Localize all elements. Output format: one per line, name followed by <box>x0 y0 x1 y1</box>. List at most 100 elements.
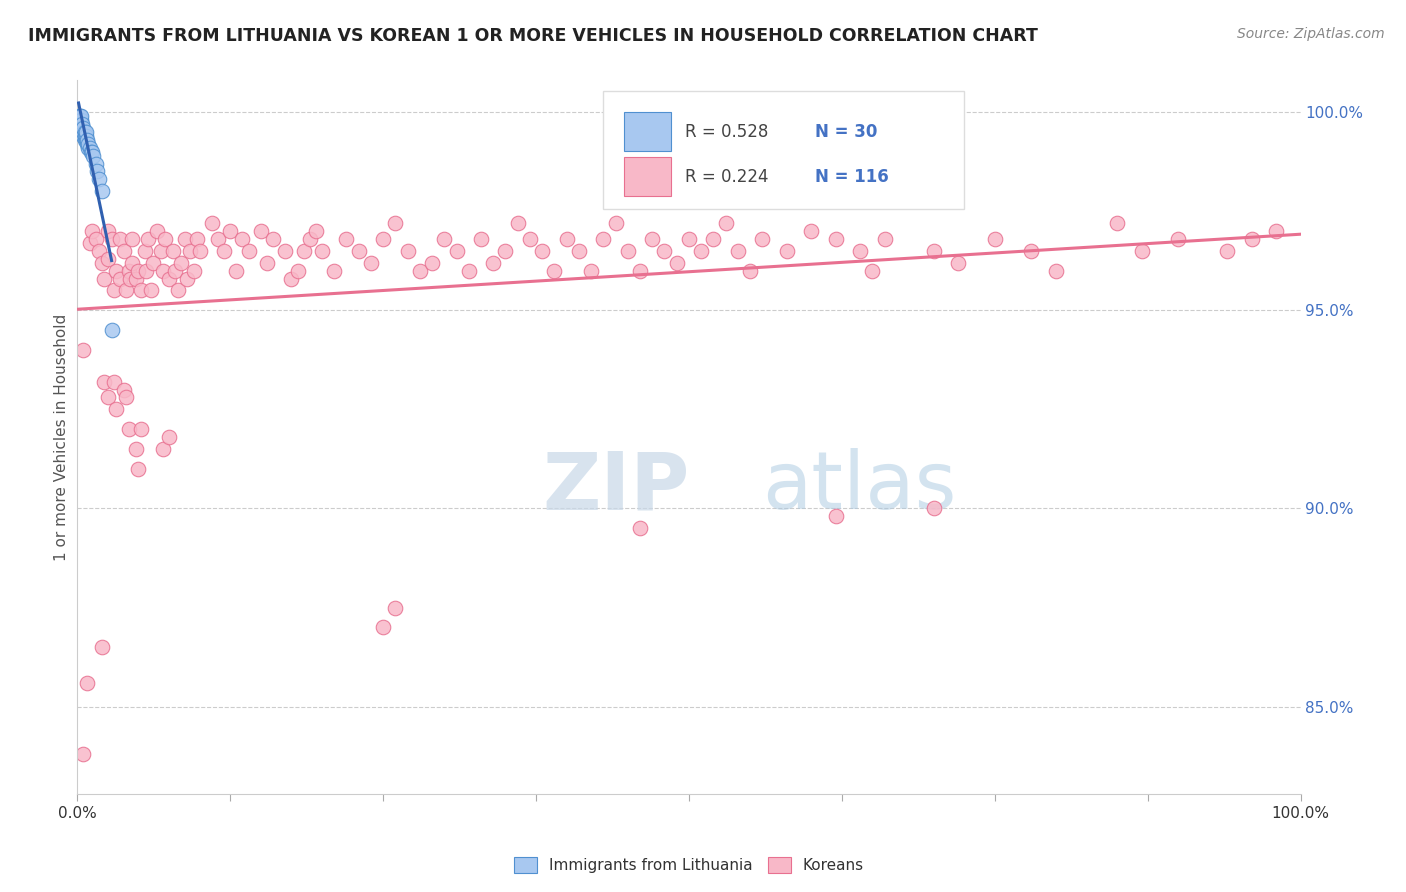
Point <box>186 232 208 246</box>
Point <box>155 232 177 246</box>
Point <box>70 117 93 131</box>
Point <box>1021 244 1043 258</box>
Point <box>97 252 120 266</box>
Point <box>67 109 90 123</box>
Point <box>93 375 115 389</box>
Point <box>183 263 205 277</box>
Point <box>262 232 284 246</box>
Point <box>1265 224 1288 238</box>
Point <box>72 343 94 357</box>
Point <box>849 244 872 258</box>
Point <box>70 117 93 131</box>
Point <box>420 255 443 269</box>
Point <box>70 120 93 135</box>
Text: IMMIGRANTS FROM LITHUANIA VS KOREAN 1 OR MORE VEHICLES IN HOUSEHOLD CORRELATION : IMMIGRANTS FROM LITHUANIA VS KOREAN 1 OR… <box>28 27 1038 45</box>
Point <box>922 501 945 516</box>
Point <box>79 235 101 250</box>
Point <box>105 263 128 277</box>
Point <box>702 232 724 246</box>
Point <box>170 255 193 269</box>
Point <box>142 255 165 269</box>
Point <box>231 232 253 246</box>
Point <box>371 620 394 634</box>
Point <box>125 442 148 456</box>
Point <box>727 244 749 258</box>
Point <box>125 271 148 285</box>
Point <box>127 462 149 476</box>
Point <box>470 232 492 246</box>
Point <box>506 216 529 230</box>
Point <box>129 284 152 298</box>
Point <box>212 244 235 258</box>
Point <box>77 141 100 155</box>
Point <box>482 255 505 269</box>
Point <box>80 145 103 159</box>
Point <box>73 128 96 143</box>
Point <box>149 244 172 258</box>
Point <box>90 640 112 655</box>
Point <box>72 120 94 135</box>
Point <box>280 271 302 285</box>
Point <box>360 255 382 269</box>
Point <box>256 255 278 269</box>
Point <box>347 244 370 258</box>
Point <box>207 232 229 246</box>
Point <box>495 244 517 258</box>
Text: R = 0.528: R = 0.528 <box>685 123 769 141</box>
Point <box>121 255 143 269</box>
Point <box>555 232 578 246</box>
Point <box>69 109 91 123</box>
Point <box>311 244 333 258</box>
Point <box>335 232 357 246</box>
Point <box>531 244 554 258</box>
Point <box>665 255 688 269</box>
Point <box>238 244 260 258</box>
Point <box>69 112 91 127</box>
Point <box>77 136 100 151</box>
Point <box>75 128 97 143</box>
Text: ZIP: ZIP <box>543 448 689 526</box>
Point <box>89 244 111 258</box>
Point <box>690 244 713 258</box>
Point <box>433 232 456 246</box>
Point <box>82 148 104 162</box>
Legend: Immigrants from Lithuania, Koreans: Immigrants from Lithuania, Koreans <box>508 851 870 879</box>
Point <box>97 224 120 238</box>
Bar <box>624 157 671 196</box>
Point <box>165 263 187 277</box>
Point <box>446 244 468 258</box>
Point <box>90 255 112 269</box>
Point <box>1167 232 1189 246</box>
Point <box>80 224 103 238</box>
Point <box>457 263 479 277</box>
Point <box>134 244 156 258</box>
Point <box>108 271 131 285</box>
Point <box>75 125 97 139</box>
Point <box>1240 232 1263 246</box>
Point <box>654 244 676 258</box>
Point <box>97 391 120 405</box>
Point <box>776 244 799 258</box>
Point <box>70 112 93 127</box>
Point <box>100 323 122 337</box>
Point <box>396 244 419 258</box>
Point <box>862 263 884 277</box>
Point <box>72 747 94 762</box>
Point <box>250 224 273 238</box>
Point <box>79 141 101 155</box>
Point <box>1045 263 1067 277</box>
Point <box>1107 216 1129 230</box>
Point <box>72 125 94 139</box>
Text: N = 30: N = 30 <box>815 123 877 141</box>
Point <box>118 422 141 436</box>
Point <box>72 128 94 143</box>
Point <box>146 224 169 238</box>
Point <box>100 232 122 246</box>
Y-axis label: 1 or more Vehicles in Household: 1 or more Vehicles in Household <box>53 313 69 561</box>
Text: atlas: atlas <box>762 448 956 526</box>
Point <box>201 216 224 230</box>
Bar <box>624 112 671 152</box>
Point <box>568 244 591 258</box>
Point <box>641 232 664 246</box>
Point <box>371 232 394 246</box>
